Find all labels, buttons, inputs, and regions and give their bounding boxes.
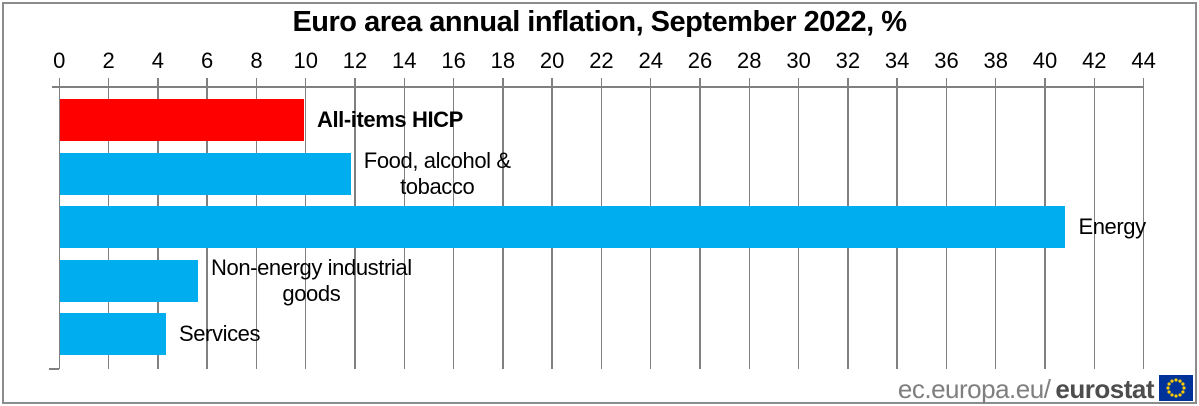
x-tick-label: 42 — [1082, 48, 1107, 73]
gridline — [1142, 78, 1145, 369]
eu-flag-icon — [1159, 375, 1193, 401]
x-tick-label: 12 — [342, 48, 368, 73]
bar-energy — [60, 206, 1066, 248]
gridline — [1093, 78, 1096, 369]
x-tick-label: 2 — [102, 48, 115, 73]
x-tick-label: 36 — [934, 48, 959, 73]
x-tick-label: 40 — [1032, 48, 1058, 73]
bar-food-alcohol — [60, 152, 351, 195]
footer-brand-text: eurostat — [1055, 374, 1154, 404]
bar-services — [60, 313, 166, 355]
bar-non-energy-industrial — [60, 259, 198, 302]
bar-label-all-items-hicp: All-items HICP — [316, 107, 463, 132]
x-tick-label: 4 — [151, 48, 164, 73]
category-axis-tick — [49, 368, 59, 370]
x-tick-label: 20 — [539, 48, 565, 73]
footer: ec.europa.eu/eurostat — [898, 375, 1193, 402]
x-tick-label: 10 — [293, 48, 318, 73]
x-tick-label: 14 — [392, 48, 417, 73]
bar-label-services: Services — [178, 321, 261, 346]
x-tick-label: 16 — [441, 48, 466, 73]
x-tick-label: 38 — [983, 48, 1008, 73]
x-tick-label: 26 — [687, 48, 713, 73]
x-tick-label: 8 — [250, 48, 263, 73]
x-axis-line — [52, 86, 1144, 88]
x-tick-label: 24 — [638, 48, 663, 73]
x-tick-label: 6 — [201, 48, 214, 73]
x-tick-label: 44 — [1131, 48, 1156, 73]
bar-label-energy: Energy — [1078, 214, 1146, 239]
footer-site-text: ec.europa.eu/ — [897, 374, 1051, 404]
x-tick-label: 18 — [490, 48, 516, 73]
chart-title: Euro area annual inflation, September 20… — [292, 6, 907, 38]
x-tick-label: 0 — [53, 48, 66, 73]
bar-all-items-hicp — [60, 99, 304, 141]
x-tick-label: 28 — [737, 48, 762, 73]
bar-label-food-alcohol: Food, alcohol & tobacco — [363, 147, 511, 199]
x-tick-label: 32 — [835, 48, 861, 73]
x-tick-label: 30 — [786, 48, 811, 73]
bar-label-non-energy-industrial: Non-energy industrial goods — [211, 254, 412, 306]
x-tick-label: 34 — [884, 48, 910, 73]
gridline — [58, 78, 61, 369]
x-tick-label: 22 — [589, 48, 614, 73]
